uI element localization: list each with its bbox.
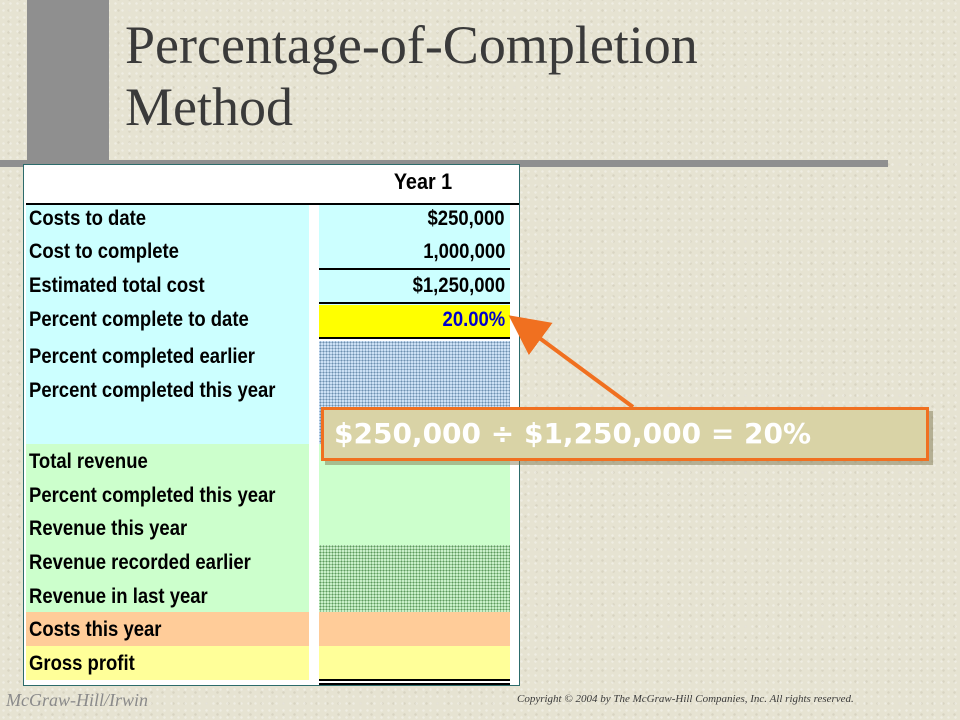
dotted-green-cells [319,545,510,612]
publisher-label: McGraw-Hill/Irwin [6,690,148,710]
row-label-costs-to-date: Costs to date [29,207,147,230]
yellow-values [319,646,510,680]
header-divider [26,203,519,205]
sum-line [319,683,510,685]
spreadsheet-table: Year 1 Costs to date Cost to complete Es… [23,164,520,686]
row-label-percent-completed-this-year: Percent completed this year [29,379,276,402]
sum-line [319,337,510,339]
row-label-costs-this-year: Costs this year [29,618,162,641]
green-section-labels [26,444,309,612]
copyright-notice: Copyright © 2004 by The McGraw-Hill Comp… [517,693,854,705]
sum-line [319,679,510,681]
row-label-revenue-this-year: Revenue this year [29,517,188,540]
row-label-percent-completed-this-year-2: Percent completed this year [29,484,276,507]
percent-complete-cell [319,305,510,337]
sum-line [319,268,510,270]
row-label-estimated-total-cost: Estimated total cost [29,274,205,297]
decorative-rule [0,160,888,167]
value-costs-to-date: $250,000 [427,207,505,230]
title-line-1: Percentage-of-Completion [125,15,698,75]
formula-callout: $250,000 ÷ $1,250,000 = 20% [321,407,929,461]
callout-text: $250,000 ÷ $1,250,000 = 20% [334,417,812,450]
row-label-percent-complete-to-date: Percent complete to date [29,308,249,331]
blue-section-labels [26,205,309,444]
row-label-revenue-in-last-year: Revenue in last year [29,585,208,608]
row-label-total-revenue: Total revenue [29,450,148,473]
orange-section-label [26,612,309,646]
column-header-year: Year 1 [393,169,453,194]
blue-values-top [319,205,510,305]
row-label-gross-profit: Gross profit [29,652,135,675]
title-line-2: Method [125,77,293,137]
sheet-header: Year 1 [24,165,519,203]
value-estimated-total-cost: $1,250,000 [412,274,505,297]
row-label-revenue-recorded-earlier: Revenue recorded earlier [29,551,251,574]
decorative-bar [27,0,109,165]
value-percent-complete-to-date: 20.00% [442,308,505,331]
sum-line [319,302,510,304]
row-label-cost-to-complete: Cost to complete [29,240,179,263]
yellow-section-label [26,646,309,680]
slide-title: Percentage-of-Completion Method [125,14,698,138]
orange-values [319,612,510,646]
value-cost-to-complete: 1,000,000 [422,240,505,263]
row-label-percent-completed-earlier: Percent completed earlier [29,345,255,368]
